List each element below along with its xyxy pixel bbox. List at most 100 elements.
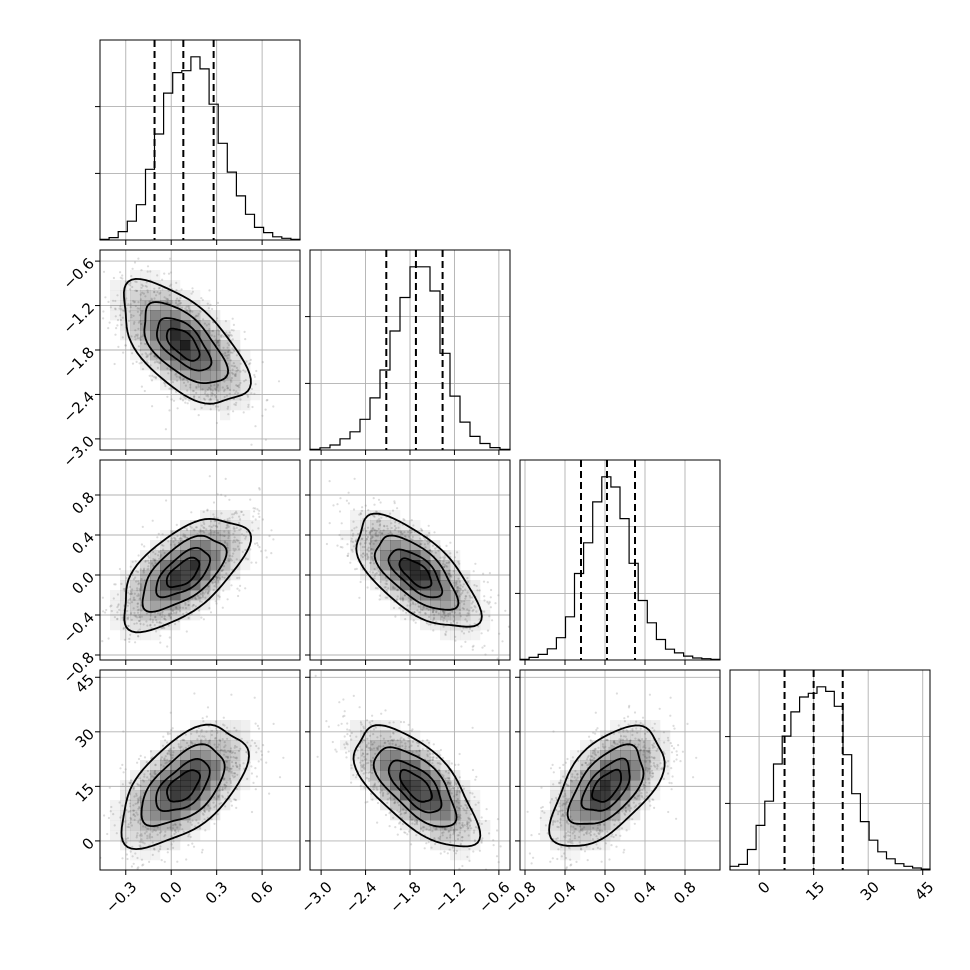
sample-point <box>116 606 119 609</box>
density-cell <box>640 760 651 771</box>
sample-point <box>385 582 388 586</box>
sample-point <box>208 532 211 535</box>
density-cell <box>410 540 421 551</box>
sample-point <box>407 600 410 603</box>
sample-point <box>226 755 229 759</box>
sample-point <box>624 809 627 812</box>
sample-point <box>549 801 552 804</box>
density-cell <box>180 570 191 581</box>
sample-point <box>214 736 217 740</box>
density-cell <box>430 590 441 601</box>
sample-point <box>140 585 143 588</box>
sample-point <box>404 594 407 597</box>
sample-point <box>378 520 381 523</box>
sample-point <box>469 791 472 794</box>
sample-point <box>178 823 181 826</box>
sample-point <box>127 810 130 813</box>
sample-point <box>620 827 624 830</box>
density-cell <box>200 560 211 571</box>
density-cell <box>440 610 451 621</box>
sample-point <box>416 823 419 826</box>
sample-point <box>233 373 237 376</box>
sample-point <box>365 744 368 747</box>
sample-point <box>223 390 226 393</box>
sample-point <box>415 750 418 753</box>
sample-point <box>474 778 477 781</box>
sample-point <box>220 749 223 752</box>
sample-point <box>447 561 450 564</box>
sample-point <box>224 477 227 480</box>
density-cell <box>120 320 131 331</box>
sample-point <box>153 847 156 850</box>
sample-point <box>158 613 161 617</box>
sample-point <box>648 747 651 750</box>
sample-point <box>449 574 452 577</box>
panel-plot-area <box>520 670 720 877</box>
density-cell <box>180 300 191 311</box>
density-cell <box>190 820 201 831</box>
sample-point <box>394 800 397 804</box>
sample-point <box>613 823 616 826</box>
sample-point <box>334 748 337 751</box>
density-cell <box>130 790 141 801</box>
sample-point <box>159 362 162 365</box>
sample-point <box>230 364 233 367</box>
sample-point <box>456 587 459 590</box>
sample-point <box>481 646 484 649</box>
sample-point <box>123 638 126 641</box>
sample-point <box>409 599 412 602</box>
sample-point <box>347 491 350 494</box>
sample-point <box>472 608 475 611</box>
sample-point <box>221 534 224 537</box>
sample-point <box>391 509 395 512</box>
sample-point <box>160 621 163 625</box>
sample-point <box>379 523 382 526</box>
density-cell <box>160 740 171 751</box>
sample-point <box>585 831 588 834</box>
sample-point <box>416 819 419 822</box>
sample-point <box>458 790 461 793</box>
sample-point <box>125 853 128 856</box>
sample-point <box>377 745 380 748</box>
sample-point <box>77 254 79 256</box>
sample-point <box>398 813 401 816</box>
sample-point <box>374 532 377 536</box>
density-cell <box>620 780 631 791</box>
sample-point <box>364 771 367 774</box>
sample-point <box>464 588 467 591</box>
density-cell <box>200 340 211 351</box>
density-cell <box>170 800 181 811</box>
sample-point <box>192 845 196 848</box>
density-cell <box>570 790 581 801</box>
sample-point <box>140 586 143 589</box>
sample-point <box>595 843 598 846</box>
sample-point <box>466 820 469 824</box>
density-cell <box>190 600 201 611</box>
density-cell <box>350 550 361 561</box>
sample-point <box>332 504 335 507</box>
sample-point <box>166 395 169 398</box>
sample-point <box>448 848 451 851</box>
sample-point <box>140 834 143 837</box>
sample-point <box>630 807 633 810</box>
sample-point <box>337 724 340 727</box>
sample-point <box>133 818 136 821</box>
sample-point <box>577 875 579 877</box>
sample-point <box>396 589 400 592</box>
sample-point <box>361 555 364 559</box>
sample-point <box>644 737 648 740</box>
sample-point <box>143 756 147 759</box>
sample-point <box>184 733 187 736</box>
sample-point <box>182 535 185 538</box>
sample-point <box>477 801 480 804</box>
sample-point <box>143 389 146 393</box>
sample-point <box>443 565 446 569</box>
sample-point <box>258 546 261 549</box>
sample-point <box>364 801 367 804</box>
sample-point <box>228 334 231 337</box>
density-cell <box>200 530 211 541</box>
sample-point <box>565 801 568 804</box>
sample-point <box>122 771 125 774</box>
sample-point <box>232 539 236 542</box>
sample-point <box>142 292 145 295</box>
